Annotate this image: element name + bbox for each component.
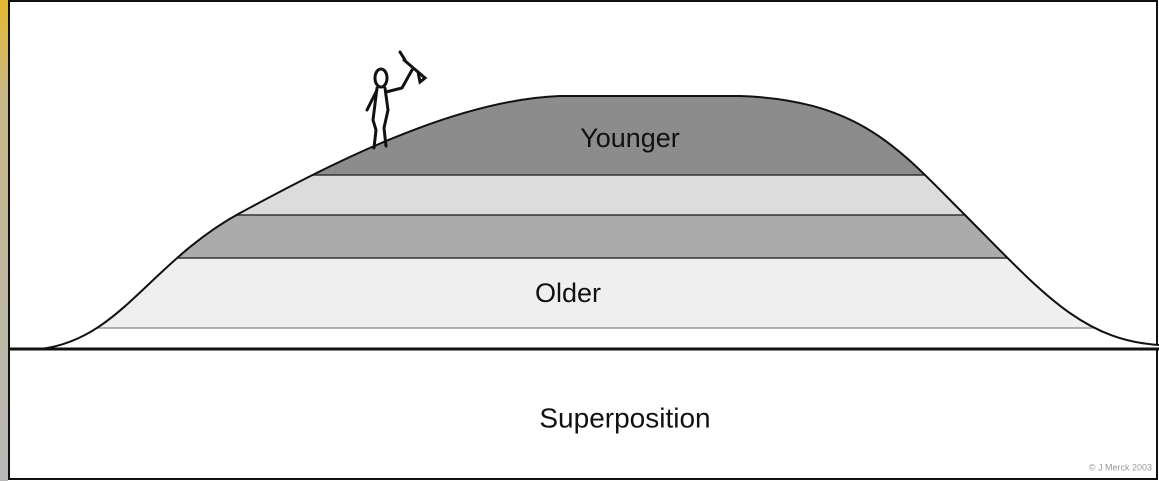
credit: © J Merck 2003: [1089, 462, 1152, 472]
caption: Superposition: [539, 402, 710, 433]
younger-label: Younger: [580, 123, 680, 153]
left-edge: [0, 0, 8, 481]
diagram: Younger Older Superposition © J Merck 20…: [0, 0, 1159, 481]
older-label: Older: [535, 278, 601, 308]
layer-base: [0, 328, 1159, 350]
